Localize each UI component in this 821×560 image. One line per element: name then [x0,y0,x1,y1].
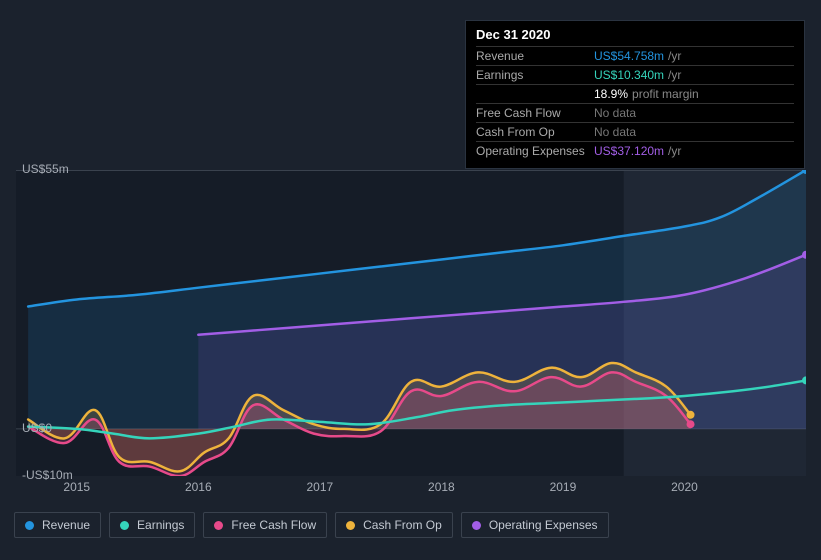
legend-dot [472,521,481,530]
x-axis-label: 2015 [63,480,90,494]
x-axis-label: 2018 [428,480,455,494]
legend-dot [120,521,129,530]
legend-item[interactable]: Cash From Op [335,512,453,538]
legend-dot [25,521,34,530]
legend-label: Cash From Op [363,518,442,532]
x-axis-label: 2017 [306,480,333,494]
legend-label: Operating Expenses [489,518,598,532]
x-axis-label: 2016 [185,480,212,494]
financials-chart-container: { "tooltip": { "date": "Dec 31 2020", "r… [0,0,821,560]
y-axis-label: US$55m [22,162,69,176]
legend: Revenue Earnings Free Cash Flow Cash From O… [14,512,609,538]
chart-area: -US$10mUS$0US$55m 2015201620172018201920… [0,0,821,560]
legend-dot [346,521,355,530]
legend-dot [214,521,223,530]
x-axis-label: 2020 [671,480,698,494]
legend-label: Revenue [42,518,90,532]
x-axis-label: 2019 [550,480,577,494]
legend-item[interactable]: Earnings [109,512,195,538]
chart-svg[interactable] [16,170,806,476]
legend-item[interactable]: Operating Expenses [461,512,609,538]
legend-label: Earnings [137,518,184,532]
y-axis-label: US$0 [22,421,52,435]
legend-item[interactable]: Free Cash Flow [203,512,327,538]
legend-label: Free Cash Flow [231,518,316,532]
legend-item[interactable]: Revenue [14,512,101,538]
